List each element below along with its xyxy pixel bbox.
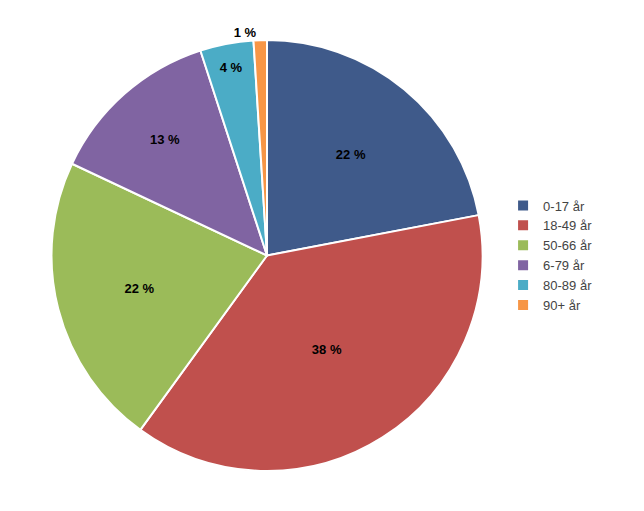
svg-text:80-89 år: 80-89 år: [543, 278, 592, 293]
svg-text:6-79 år: 6-79 år: [543, 258, 585, 273]
svg-text:4 %: 4 %: [220, 60, 243, 75]
svg-text:13 %: 13 %: [150, 132, 180, 147]
svg-text:1 %: 1 %: [234, 25, 257, 40]
svg-text:38 %: 38 %: [312, 342, 342, 357]
svg-text:22 %: 22 %: [124, 281, 154, 296]
svg-text:50-66 år: 50-66 år: [543, 238, 592, 253]
svg-text:90+ år: 90+ år: [543, 298, 581, 313]
svg-text:0-17 år: 0-17 år: [543, 199, 585, 214]
svg-text:22 %: 22 %: [336, 147, 366, 162]
svg-text:18-49 år: 18-49 år: [543, 218, 592, 233]
